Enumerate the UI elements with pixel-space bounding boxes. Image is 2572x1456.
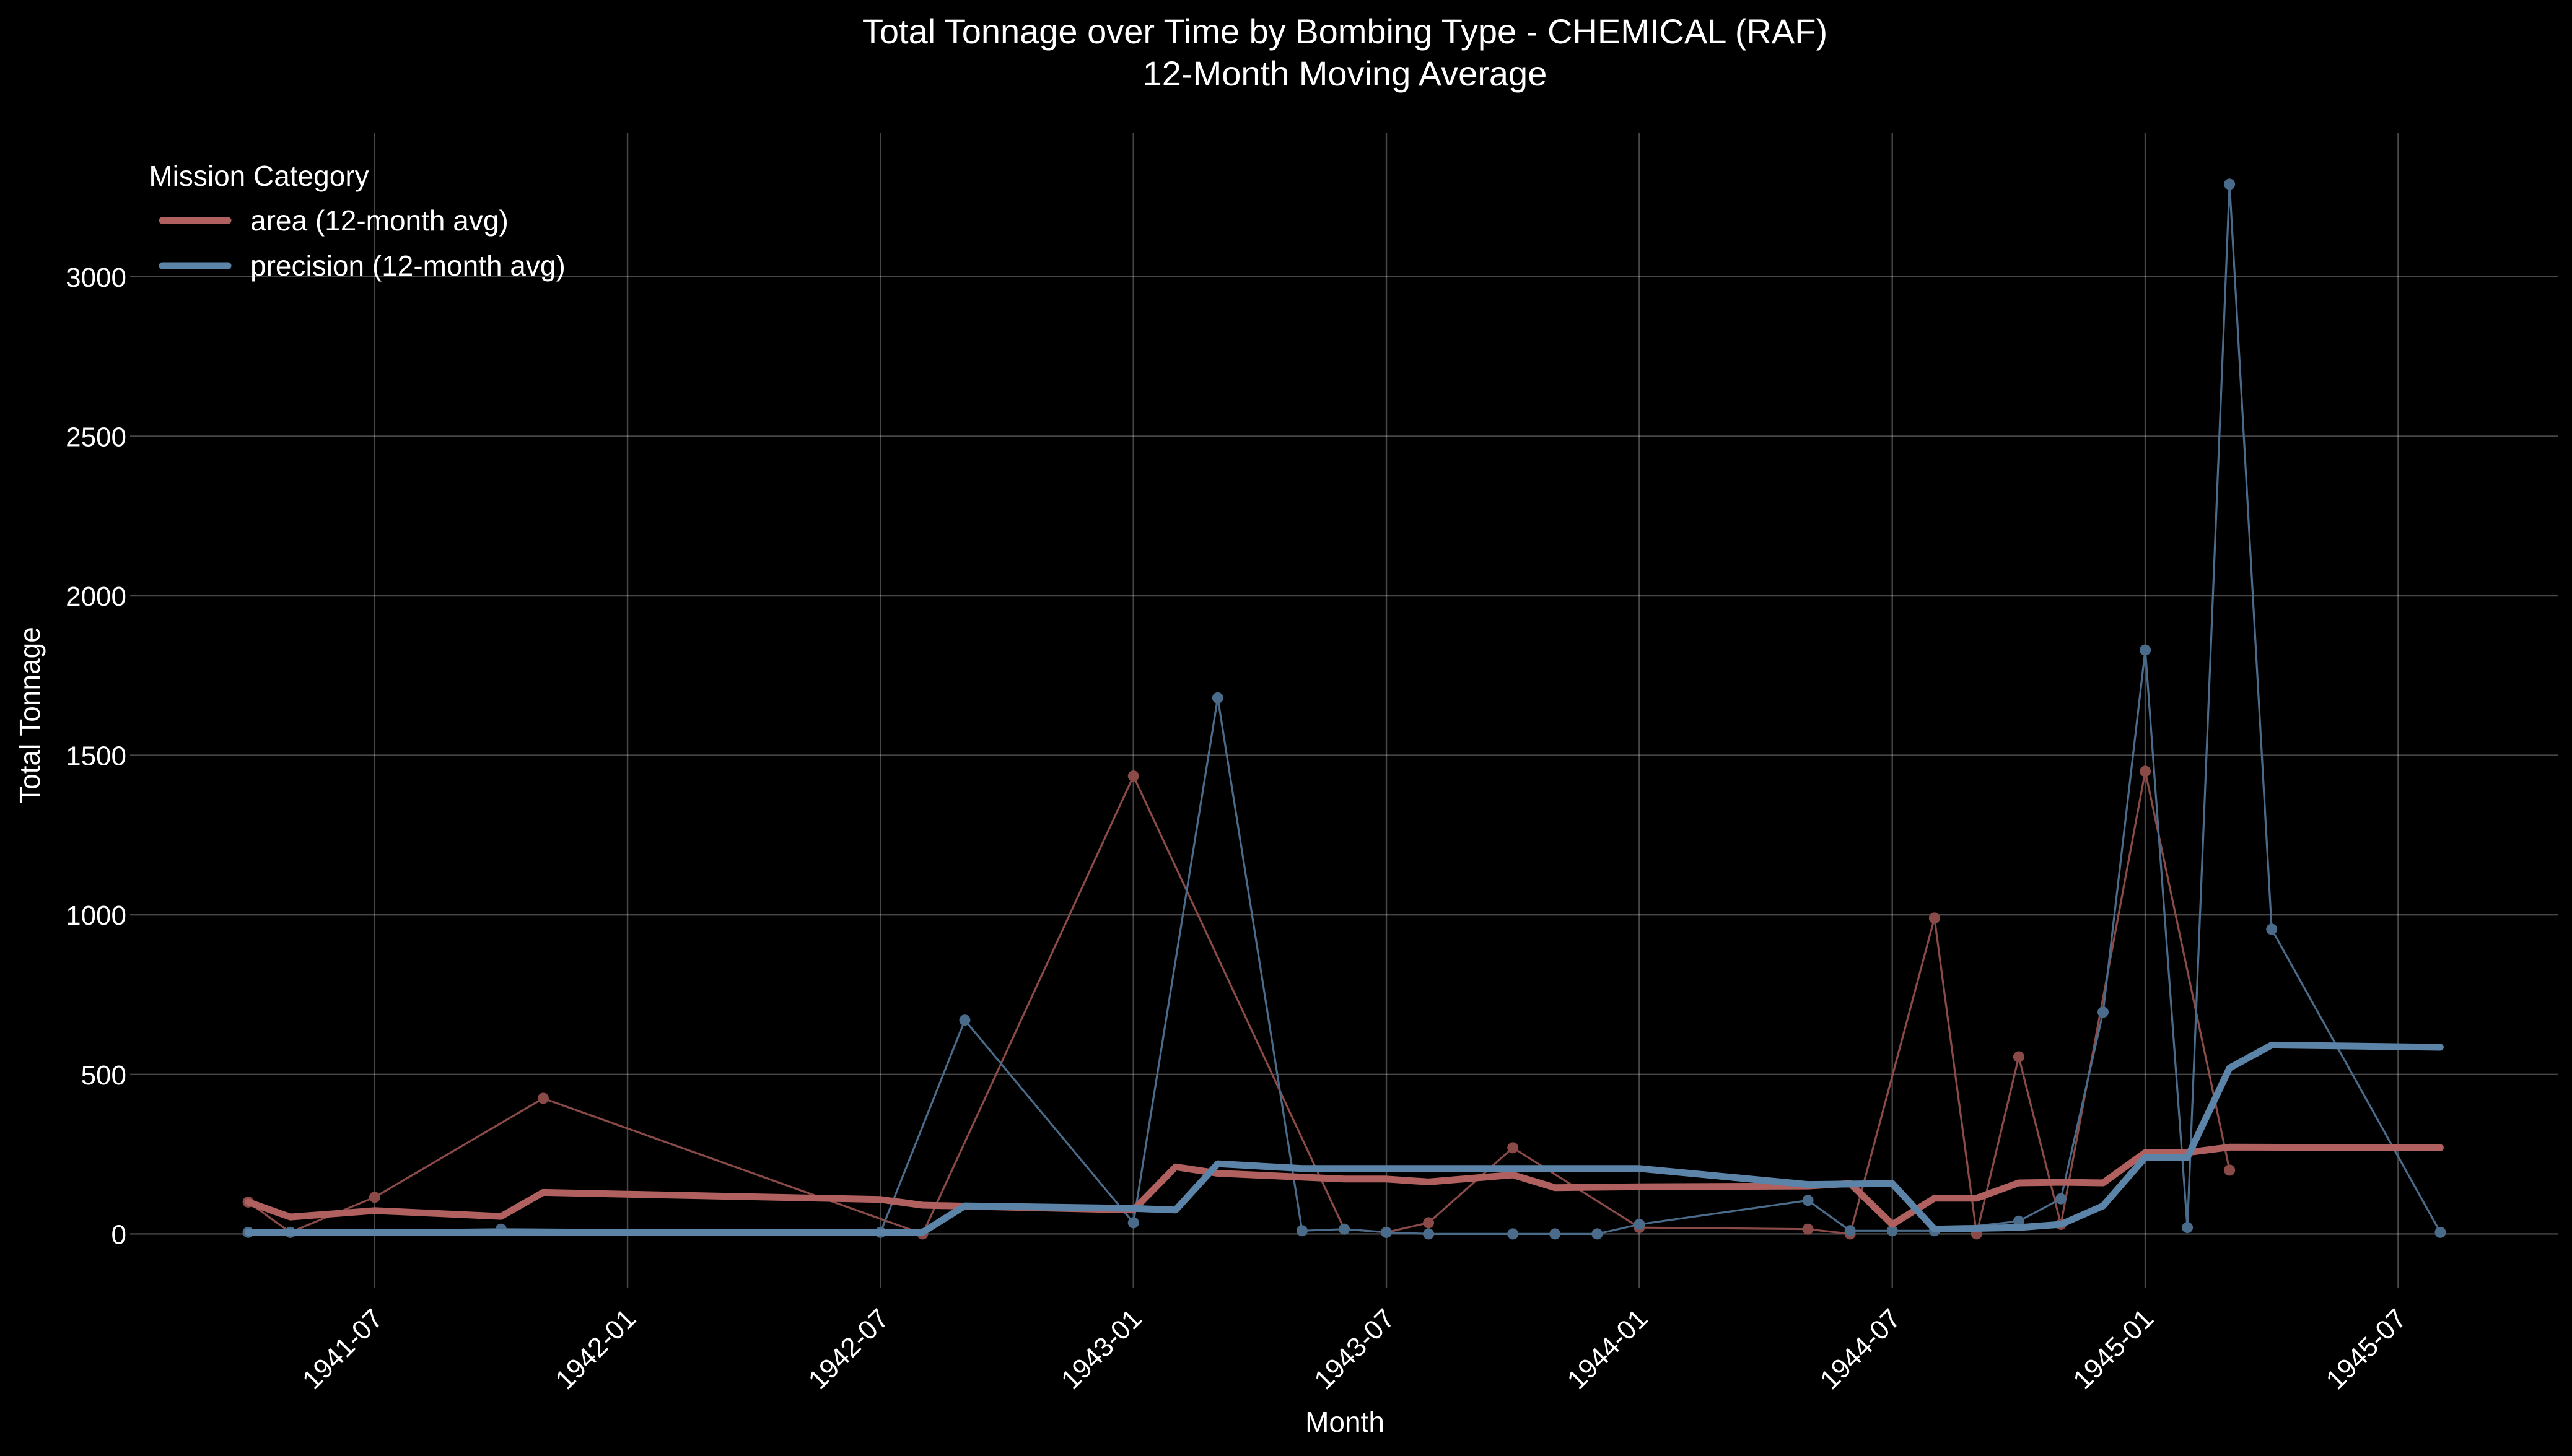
y-tick-label: 2000 bbox=[66, 582, 126, 612]
legend-title: Mission Category bbox=[149, 160, 369, 192]
raw-point-area bbox=[1127, 770, 1139, 782]
legend-label-area: area (12-month avg) bbox=[250, 204, 509, 237]
avg-line-area bbox=[245, 1143, 2444, 1228]
raw-point-precision bbox=[1549, 1228, 1561, 1240]
raw-point-precision bbox=[1886, 1225, 1898, 1237]
x-tick-label: 1941-07 bbox=[297, 1303, 389, 1395]
y-axis-label: Total Tonnage bbox=[14, 627, 46, 804]
x-tick-label: 1943-07 bbox=[1308, 1303, 1401, 1395]
x-tick-label: 1942-01 bbox=[549, 1303, 642, 1395]
raw-point-precision bbox=[2266, 923, 2278, 935]
raw-point-precision bbox=[1296, 1225, 1308, 1237]
y-tick-label: 3000 bbox=[66, 263, 126, 293]
raw-point-precision bbox=[2097, 1006, 2109, 1018]
raw-point-precision bbox=[2182, 1222, 2194, 1234]
chart-title: Total Tonnage over Time by Bombing Type … bbox=[862, 12, 1827, 51]
y-tick-label: 2500 bbox=[66, 422, 126, 452]
raw-point-precision bbox=[1381, 1226, 1393, 1238]
y-axis-ticks: 0 500 1000 1500 2000 2500 3000 bbox=[66, 263, 126, 1250]
x-tick-label: 1945-01 bbox=[2067, 1303, 2159, 1395]
raw-point-precision bbox=[1423, 1228, 1435, 1240]
raw-point-area bbox=[1802, 1223, 1814, 1235]
raw-point-area bbox=[1928, 912, 1940, 924]
x-tick-label: 1943-01 bbox=[1056, 1303, 1148, 1395]
raw-series bbox=[242, 178, 2446, 1240]
chart-subtitle: 12-Month Moving Average bbox=[1143, 54, 1547, 93]
y-tick-label: 500 bbox=[81, 1060, 126, 1091]
raw-point-precision bbox=[2055, 1193, 2067, 1205]
grid bbox=[130, 133, 2558, 1288]
raw-point-precision bbox=[1339, 1223, 1350, 1235]
y-tick-label: 0 bbox=[112, 1219, 126, 1250]
x-tick-label: 1942-07 bbox=[803, 1303, 895, 1395]
legend: Mission Category area (12-month avg) pre… bbox=[149, 160, 565, 282]
raw-point-area bbox=[2224, 1164, 2236, 1176]
x-axis-label: Month bbox=[1305, 1406, 1384, 1438]
x-tick-label: 1944-07 bbox=[1814, 1303, 1907, 1395]
raw-point-area bbox=[369, 1192, 380, 1203]
raw-point-area bbox=[1423, 1217, 1435, 1229]
raw-point-precision bbox=[2434, 1226, 2446, 1238]
x-axis-ticks: 1941-07 1942-01 1942-07 1943-01 1943-07 1944-… bbox=[297, 1303, 2413, 1395]
raw-point-precision bbox=[1507, 1228, 1519, 1240]
raw-point-precision bbox=[959, 1014, 971, 1026]
raw-point-precision bbox=[1634, 1218, 1645, 1230]
raw-point-precision bbox=[1212, 692, 1223, 704]
raw-point-area bbox=[2013, 1051, 2024, 1063]
avg-line-precision bbox=[245, 1041, 2444, 1236]
raw-line-precision bbox=[248, 183, 2441, 1236]
y-tick-label: 1500 bbox=[66, 741, 126, 772]
x-tick-label: 1945-07 bbox=[2320, 1303, 2413, 1395]
raw-point-area bbox=[2140, 765, 2151, 777]
x-tick-label: 1944-01 bbox=[1562, 1303, 1654, 1395]
legend-label-precision: precision (12-month avg) bbox=[250, 250, 566, 282]
moving-average-series bbox=[245, 1041, 2444, 1236]
raw-point-area bbox=[1507, 1142, 1519, 1154]
y-tick-label: 1000 bbox=[66, 900, 126, 931]
raw-point-precision bbox=[1844, 1225, 1856, 1237]
raw-point-area bbox=[537, 1092, 549, 1104]
raw-point-precision bbox=[1591, 1228, 1603, 1240]
raw-point-precision bbox=[1802, 1195, 1814, 1206]
raw-point-precision bbox=[1127, 1217, 1139, 1229]
raw-point-precision bbox=[2224, 178, 2236, 190]
raw-point-precision bbox=[2140, 644, 2151, 656]
